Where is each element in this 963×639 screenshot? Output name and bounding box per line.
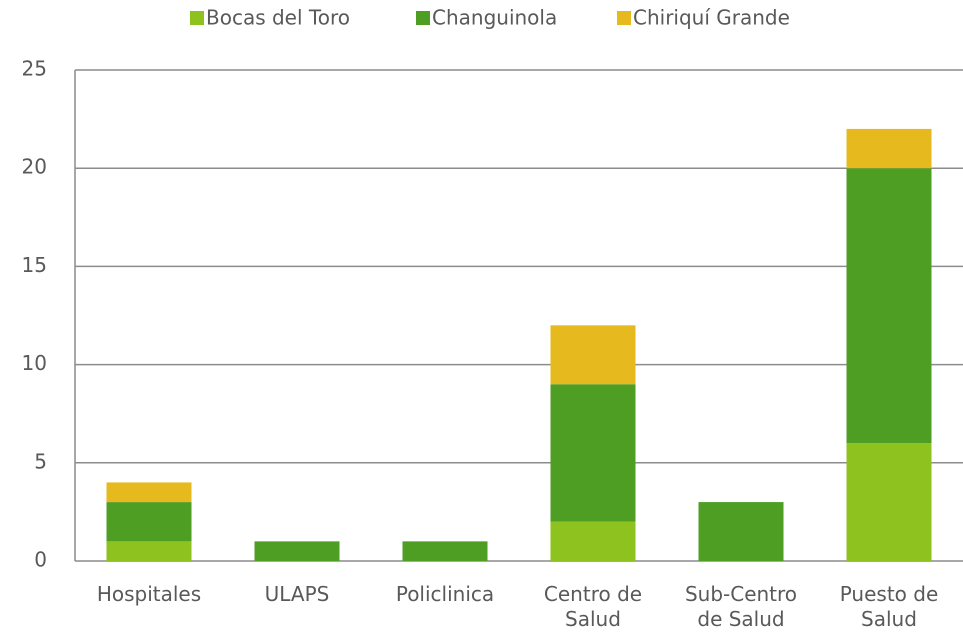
bar-segment (846, 443, 932, 561)
bar-segment (698, 502, 784, 561)
y-tick-label: 15 (22, 253, 47, 277)
x-tick-label: Puesto de Salud (839, 582, 939, 631)
y-tick-label: 0 (34, 548, 47, 572)
x-tick-label: Policlinica (395, 582, 495, 606)
legend-label: Chiriquí Grande (633, 6, 790, 30)
bar-segment (846, 128, 932, 169)
x-tick-label: Sub-Centro de Salud (684, 582, 798, 631)
y-tick-label: 25 (22, 57, 47, 81)
bar-segment (402, 541, 488, 561)
x-tick-label: Hospitales (96, 582, 202, 606)
legend-swatch (416, 11, 430, 25)
legend-label: Changuinola (432, 6, 557, 30)
bar-segment (846, 168, 932, 444)
x-tick-label: ULAPS (264, 582, 330, 606)
bar-segment (254, 541, 340, 561)
bar-segment (550, 325, 636, 385)
legend-swatch (190, 11, 204, 25)
bar-segment (106, 482, 192, 503)
y-tick-label: 5 (34, 449, 47, 473)
bar-segment (106, 541, 192, 561)
y-tick-label: 10 (22, 351, 47, 375)
y-tick-label: 20 (22, 155, 47, 179)
bar-segment (550, 521, 636, 561)
bar-segment (106, 502, 192, 542)
legend-swatch (617, 11, 631, 25)
bar-segment (550, 384, 636, 522)
legend-label: Bocas del Toro (206, 6, 350, 30)
x-tick-label: Centro de Salud (543, 582, 643, 631)
